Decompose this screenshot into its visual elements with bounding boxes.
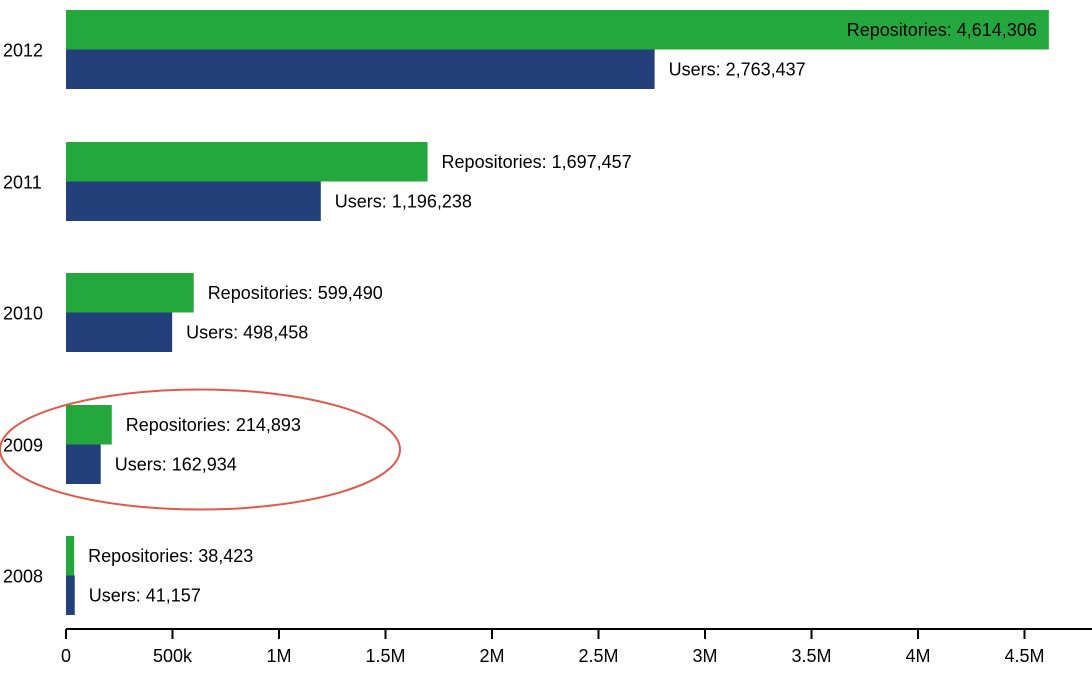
year-label-2012: 2012 bbox=[3, 41, 43, 61]
repositories-bar-2012 bbox=[66, 10, 1049, 50]
bar-group-2011: 2011 Repositories: 1,697,457 Users: 1,196,… bbox=[3, 142, 632, 221]
repositories-label-2011: Repositories: 1,697,457 bbox=[442, 152, 632, 172]
repositories-label-2012: Repositories: 4,614,306 bbox=[847, 20, 1037, 40]
x-tick-label: 3M bbox=[692, 646, 717, 666]
users-label-2009: Users: 162,934 bbox=[115, 454, 237, 474]
x-tick-label: 3.5M bbox=[791, 646, 831, 666]
bar-group-2009: 2009 Repositories: 214,893 Users: 162,934 bbox=[3, 405, 301, 484]
year-label-2008: 2008 bbox=[3, 567, 43, 587]
users-bar-2011 bbox=[66, 181, 321, 221]
x-tick-label: 500k bbox=[153, 646, 193, 666]
bar-group-2008: 2008 Repositories: 38,423 Users: 41,157 bbox=[3, 536, 253, 615]
repositories-bar-2011 bbox=[66, 142, 428, 182]
users-label-2012: Users: 2,763,437 bbox=[669, 59, 806, 79]
users-label-2010: Users: 498,458 bbox=[186, 322, 308, 342]
x-tick-label: 1.5M bbox=[365, 646, 405, 666]
highlight-ellipse bbox=[0, 388, 401, 511]
year-label-2011: 2011 bbox=[3, 173, 42, 193]
x-tick-label: 2M bbox=[479, 646, 504, 666]
users-label-2008: Users: 41,157 bbox=[89, 585, 201, 605]
x-tick-label: 4.5M bbox=[1004, 646, 1044, 666]
repositories-bar-2009 bbox=[66, 405, 112, 445]
year-label-2009: 2009 bbox=[3, 436, 43, 456]
x-tick-label: 4M bbox=[905, 646, 930, 666]
repositories-label-2010: Repositories: 599,490 bbox=[208, 283, 383, 303]
year-label-2010: 2010 bbox=[3, 304, 43, 324]
users-label-2011: Users: 1,196,238 bbox=[335, 191, 472, 211]
users-bar-2008 bbox=[66, 575, 75, 615]
bar-group-2010: 2010 Repositories: 599,490 Users: 498,458 bbox=[3, 273, 383, 352]
x-tick-label: 0 bbox=[61, 646, 71, 666]
x-tick-label: 1M bbox=[266, 646, 291, 666]
repositories-bar-2010 bbox=[66, 273, 194, 313]
x-tick-label: 2.5M bbox=[578, 646, 618, 666]
users-bar-2012 bbox=[66, 49, 655, 89]
bar-group-2012: 2012 Repositories: 4,614,306 Users: 2,763,… bbox=[3, 10, 1049, 89]
repositories-bar-2008 bbox=[66, 536, 75, 576]
repositories-label-2008: Repositories: 38,423 bbox=[88, 546, 253, 566]
users-bar-2009 bbox=[66, 444, 101, 484]
repositories-label-2009: Repositories: 214,893 bbox=[126, 415, 301, 435]
users-bar-2010 bbox=[66, 312, 173, 352]
